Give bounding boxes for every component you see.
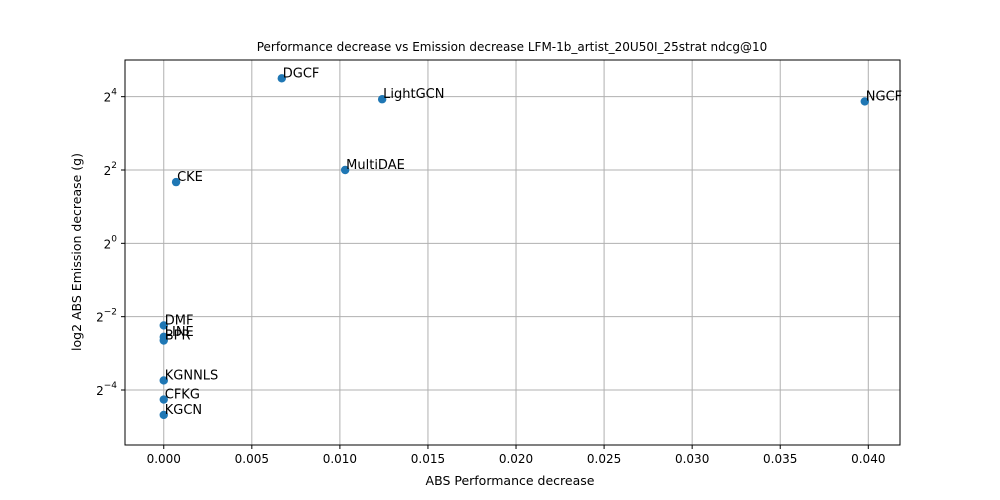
point-layer	[159, 74, 869, 420]
point-label: CFKG	[165, 388, 200, 403]
y-tick-base: 2	[96, 384, 104, 398]
data-point	[340, 165, 350, 175]
y-axis-label: log2 ABS Emission decrease (g)	[69, 153, 84, 351]
x-axis-label: ABS Performance decrease	[426, 473, 595, 488]
y-tick-exponent: −4	[104, 381, 118, 391]
y-tick-exponent: 0	[111, 234, 117, 244]
y-tick-label: 24	[104, 88, 118, 105]
y-tick-exponent: −2	[104, 308, 117, 318]
point-label: LightGCN	[383, 87, 444, 102]
y-tick-label: 20	[104, 234, 118, 251]
point-label: BPR	[165, 329, 191, 344]
data-point	[159, 395, 168, 404]
data-point	[159, 376, 168, 385]
data-point	[377, 95, 387, 104]
chart-title: Performance decrease vs Emission decreas…	[257, 40, 768, 54]
point-label: KGNNLS	[165, 368, 219, 383]
data-point	[159, 321, 168, 330]
point-label: KGCN	[165, 403, 202, 418]
y-tick-base: 2	[104, 164, 112, 178]
y-tick-base: 2	[104, 237, 112, 251]
x-tick-label: 0.015	[411, 452, 445, 466]
x-tick-label: 0.025	[587, 452, 621, 466]
point-label: MultiDAE	[346, 158, 405, 173]
plot-frame	[124, 59, 901, 446]
point-label: DMF	[165, 313, 194, 328]
data-point	[277, 74, 286, 83]
x-tick-label: 0.005	[235, 452, 269, 466]
point-label: NGCF	[866, 89, 902, 104]
data-point	[159, 410, 168, 420]
x-tick-label: 0.020	[499, 452, 533, 466]
y-tick-base: 2	[104, 91, 112, 105]
y-tick-exponent: 2	[111, 161, 117, 171]
grid-layer	[125, 60, 900, 445]
y-tick-label: 2−2	[96, 308, 117, 325]
y-tick-base: 2	[96, 311, 104, 325]
x-tick-label: 0.040	[851, 452, 885, 466]
x-tick-label: 0.035	[763, 452, 797, 466]
point-label: DGCF	[283, 66, 320, 81]
data-point	[159, 336, 168, 345]
x-tick-label: 0.010	[323, 452, 357, 466]
point-label: CKE	[177, 170, 203, 185]
y-tick-exponent: 4	[111, 88, 117, 98]
data-point	[860, 97, 869, 106]
y-tick-label: 2−4	[96, 381, 117, 398]
tick-layer: 0.000 0.005 0.010 0.015 0.020 0.025 0.030 0.035…	[96, 88, 885, 466]
y-tick-label: 22	[104, 161, 117, 178]
x-tick-label: 0.000	[147, 452, 181, 466]
point-label: LINE	[165, 325, 194, 340]
data-point	[171, 177, 181, 187]
x-tick-label: 0.030	[675, 452, 709, 466]
